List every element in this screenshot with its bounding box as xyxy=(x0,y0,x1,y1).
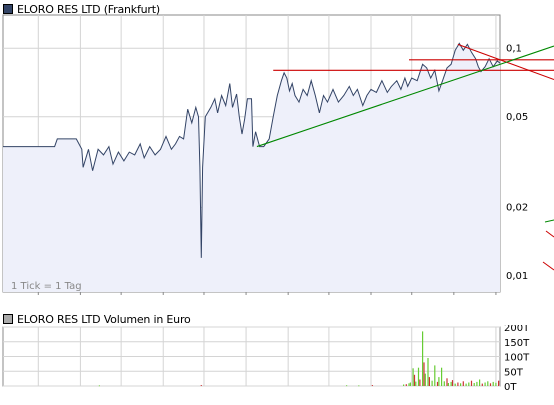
volume-bar xyxy=(358,385,360,387)
volume-bar xyxy=(487,381,489,386)
volume-bar xyxy=(98,385,100,387)
volume-bar xyxy=(434,365,436,386)
volume-bar xyxy=(451,380,454,386)
volume-y-tick-label: 0T xyxy=(504,382,517,393)
volume-bar xyxy=(447,383,449,386)
price-area-fill xyxy=(3,43,500,293)
volume-chart-title: ELORO RES LTD Volumen in Euro xyxy=(17,312,191,326)
price-chart-title: ELORO RES LTD (Frankfurt) xyxy=(17,2,160,16)
volume-bar xyxy=(498,380,500,386)
volume-bar xyxy=(417,367,420,386)
volume-chart: 200T 150T 100T 50T 0T xyxy=(2,325,530,393)
volume-bar xyxy=(428,377,430,386)
price-chart: MärzAprilMaiJuniJuliAug.Sep.Okt.Nov.Dez.… xyxy=(2,14,554,295)
volume-y-tick-label: 50T xyxy=(504,367,524,378)
volume-bar xyxy=(200,385,202,386)
volume-bar xyxy=(405,384,407,386)
volume-bar xyxy=(415,381,417,386)
volume-bar xyxy=(431,380,433,386)
volume-bar xyxy=(423,362,425,386)
volume-bar xyxy=(371,385,373,386)
volume-bar xyxy=(346,385,348,387)
volume-bar xyxy=(479,379,481,386)
volume-bar xyxy=(454,383,456,386)
volume-bar xyxy=(457,382,459,386)
volume-bar xyxy=(481,383,483,386)
resistance-trendline-extension xyxy=(542,261,554,271)
support-trendline xyxy=(256,45,554,148)
volume-bar xyxy=(462,381,464,386)
volume-legend: ELORO RES LTD Volumen in Euro xyxy=(3,312,191,326)
price-series-line xyxy=(3,42,501,258)
volume-bar xyxy=(465,383,467,386)
volume-bar xyxy=(443,381,445,386)
resistance-trendline-extension xyxy=(545,230,554,238)
volume-y-tick-label: 100T xyxy=(504,353,530,364)
volume-bar xyxy=(419,379,421,386)
volume-bar xyxy=(409,382,411,386)
volume-y-tick-label: 150T xyxy=(504,338,530,349)
volume-bar xyxy=(476,381,478,386)
support-trendline-extension xyxy=(544,219,554,223)
volume-bar xyxy=(460,383,462,386)
volume-bar xyxy=(473,383,475,386)
volume-bar xyxy=(436,381,439,386)
y-tick-label: 0,05 xyxy=(506,112,528,123)
volume-bar xyxy=(403,384,405,386)
y-tick-label: 0,1 xyxy=(506,43,522,54)
volume-bar xyxy=(484,382,486,386)
volume-bar xyxy=(438,377,440,386)
y-tick-label: 0,02 xyxy=(506,202,528,213)
volume-legend-swatch xyxy=(3,314,13,324)
tick-interval-note: 1 Tick = 1 Tag xyxy=(11,281,82,292)
volume-bar xyxy=(446,378,448,386)
price-legend-swatch xyxy=(3,4,13,14)
volume-bar xyxy=(422,331,424,386)
volume-bar xyxy=(408,383,410,386)
volume-bar xyxy=(470,380,473,386)
volume-bar xyxy=(424,373,426,386)
volume-bar xyxy=(495,382,497,386)
volume-bar xyxy=(427,358,429,386)
volume-bar xyxy=(413,374,416,386)
volume-y-tick-label: 200T xyxy=(504,325,530,334)
price-legend: ELORO RES LTD (Frankfurt) xyxy=(3,2,160,16)
volume-bar xyxy=(489,383,492,386)
volume-bar xyxy=(441,367,443,386)
volume-bar xyxy=(492,381,494,386)
volume-bar xyxy=(450,381,452,386)
y-tick-label: 0,01 xyxy=(506,271,528,282)
volume-bar xyxy=(468,382,470,386)
volume-bar xyxy=(412,368,414,386)
